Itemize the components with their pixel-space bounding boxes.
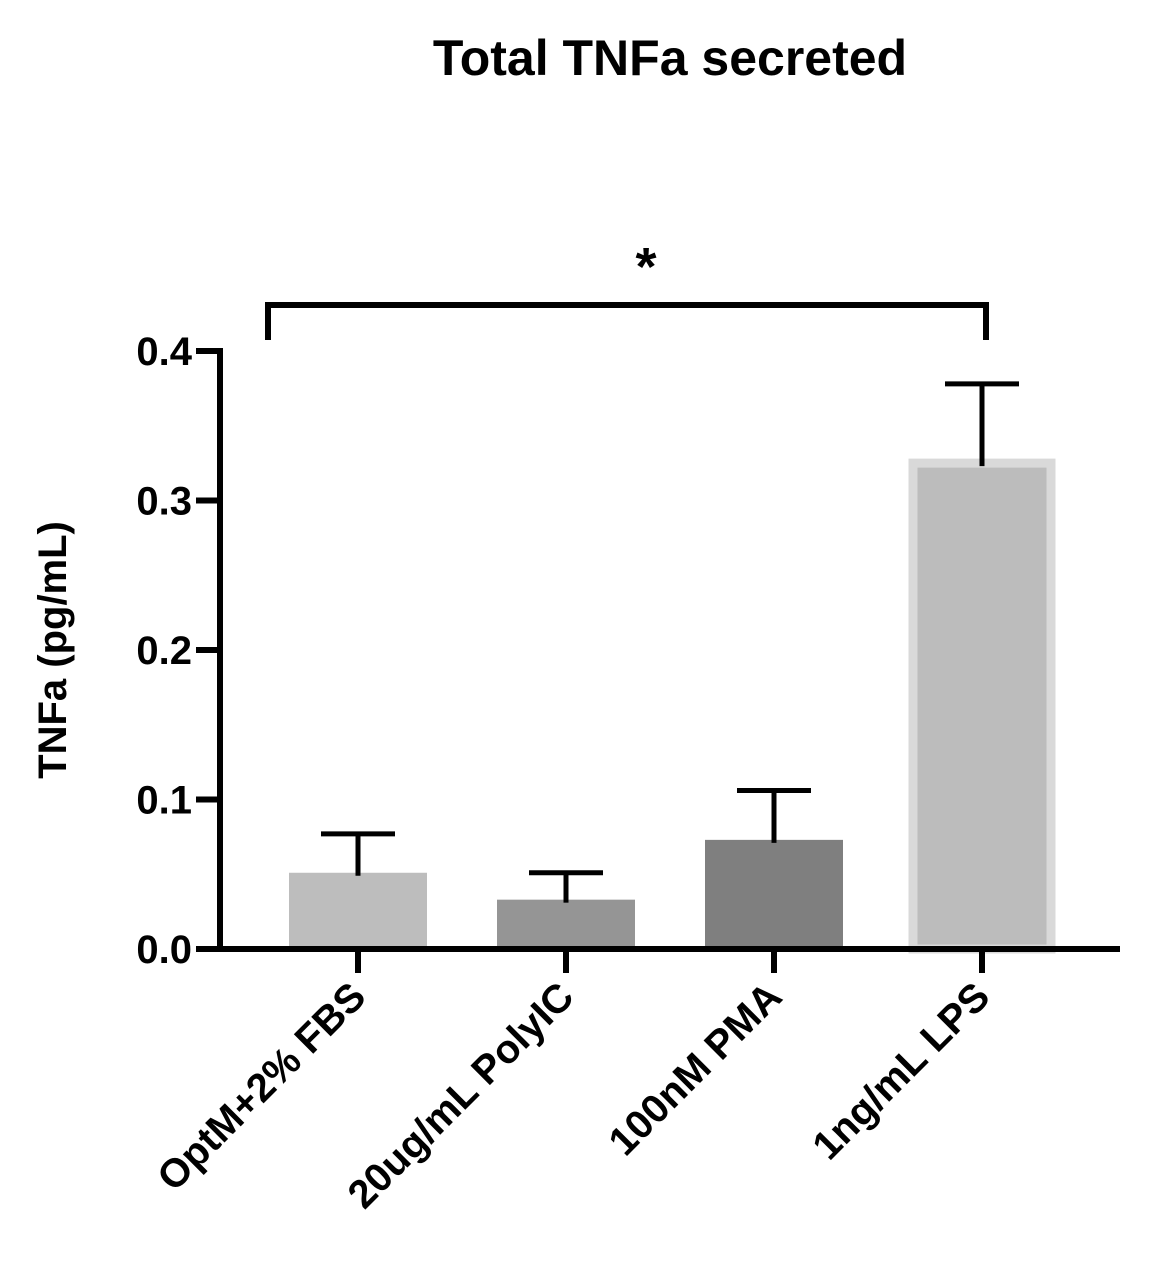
y-tick-label: 0.1 bbox=[136, 779, 192, 823]
y-tick-label: 0.4 bbox=[136, 330, 192, 374]
y-tick-label: 0.2 bbox=[136, 629, 192, 673]
significance-bracket bbox=[265, 302, 989, 340]
y-tick-label: 0.0 bbox=[136, 928, 192, 972]
bar bbox=[705, 839, 843, 949]
x-tick-label: 20ug/mL PolyIC bbox=[340, 974, 583, 1217]
y-tick-label: 0.3 bbox=[136, 480, 192, 524]
bar bbox=[908, 458, 1056, 954]
significance-label: * bbox=[635, 237, 656, 297]
bar bbox=[497, 899, 635, 949]
y-axis-label: TNFa (pg/mL) bbox=[31, 521, 75, 779]
x-tick-label: 1ng/mL LPS bbox=[804, 974, 998, 1168]
x-tick-label: OptM+2% FBS bbox=[149, 974, 374, 1199]
chart-title: Total TNFa secreted bbox=[433, 30, 907, 86]
bar bbox=[289, 872, 427, 949]
x-tick-label: 100nM PMA bbox=[601, 974, 791, 1164]
